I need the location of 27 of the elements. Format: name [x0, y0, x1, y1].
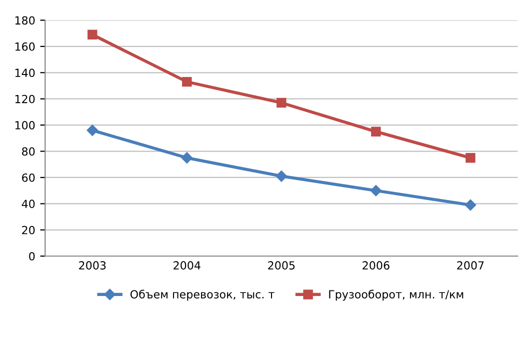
y-tick-label: 80 [22, 147, 35, 156]
x-tick-label: 2004 [174, 261, 200, 270]
point [182, 76, 192, 87]
legend-label: Объем перевозок, тыс. т [130, 290, 274, 301]
point [370, 184, 382, 196]
x-tick-label: 2006 [362, 261, 390, 270]
y-tick-label: 160 [15, 42, 35, 51]
y-tick-label: 100 [15, 121, 35, 130]
point [466, 152, 476, 163]
x-tick-label: 2005 [268, 261, 295, 270]
point [181, 152, 193, 164]
legend-label: Грузооборот, млн. т/км [329, 290, 464, 301]
y-tick-label: 140 [15, 68, 35, 78]
y-tick-label: 120 [15, 94, 35, 104]
point [88, 30, 98, 40]
y-tick-label: 40 [22, 200, 35, 208]
y-tick-label: 60 [22, 173, 35, 182]
y-tick-label: 0 [29, 252, 35, 260]
x-tick-label: 2007 [457, 261, 484, 270]
point [371, 126, 381, 136]
point [464, 199, 476, 211]
y-tick-label: 20 [22, 226, 35, 234]
point [276, 170, 288, 182]
point [276, 98, 286, 108]
y-tick-label: 180 [15, 16, 35, 25]
x-tick-label: 2003 [79, 261, 106, 270]
point [86, 124, 98, 136]
